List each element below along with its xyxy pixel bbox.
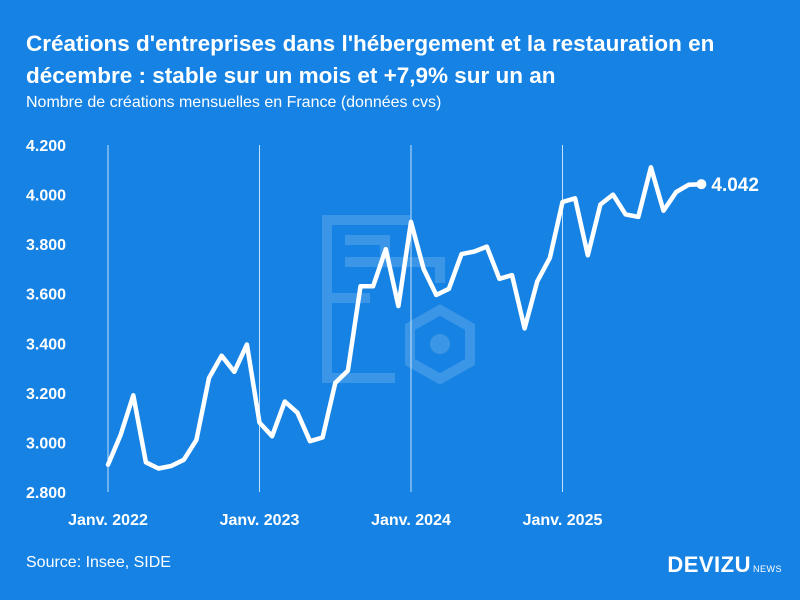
last-value-label: 4.042 [711,175,759,196]
watermark-logo [322,215,475,385]
y-tick-label: 3.400 [26,336,66,353]
series-line [105,165,704,471]
watermark-hexagon-dot [430,334,450,354]
y-tick-label: 4.000 [26,188,66,205]
x-tick-label: Janv. 2022 [68,512,148,529]
y-tick-label: 3.800 [26,237,66,254]
last-point-marker [696,179,707,190]
chart-title: Créations d'entreprises dans l'hébergeme… [26,31,715,88]
brand-logo: DEVIZU NEWS [667,552,782,578]
x-tick-label: Janv. 2025 [523,512,603,529]
gridlines [107,145,563,492]
watermark-e-letter [322,215,410,383]
x-axis: Janv. 2022 Janv. 2023 Janv. 2024 Janv. 2025 [68,512,602,529]
x-tick-label: Janv. 2024 [371,512,451,529]
source-note: Source: Insee, SIDE [26,554,171,571]
y-tick-label: 3.000 [26,435,66,452]
y-tick-label: 3.600 [26,287,66,304]
y-tick-label: 3.200 [26,386,66,403]
series: 4.042 [105,165,759,471]
brand-suffix: NEWS [753,564,782,574]
chart-subtitle: Nombre de créations mensuelles en France… [26,94,442,111]
y-tick-label: 4.200 [26,138,66,155]
watermark-hexagon [405,304,475,385]
x-tick-label: Janv. 2023 [220,512,300,529]
y-tick-label: 2.800 [26,485,66,502]
y-axis: 2.800 3.000 3.200 3.400 3.600 3.800 4.000 4.200 [26,138,66,502]
brand-name: DEVIZU [667,552,751,577]
